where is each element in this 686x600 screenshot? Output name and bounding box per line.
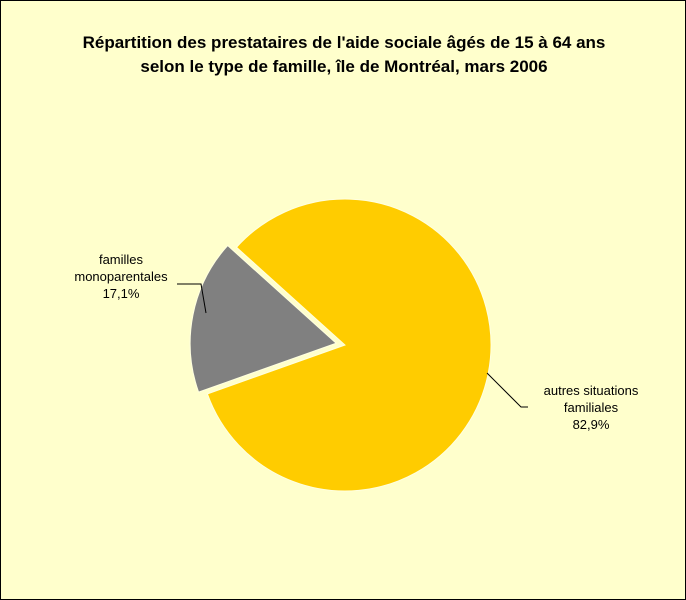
slice-label: autres situations familiales 82,9% bbox=[501, 382, 681, 433]
pie-slice bbox=[189, 244, 338, 393]
category-label: autres situations familiales bbox=[543, 383, 639, 415]
value-label: 17,1% bbox=[102, 286, 140, 301]
value-label: 82,9% bbox=[572, 417, 610, 432]
leader-line bbox=[177, 283, 207, 314]
category-label: familles monoparentales bbox=[74, 252, 168, 284]
chart-title: Répartition des prestataires de l'aide s… bbox=[82, 33, 606, 76]
pie-slice bbox=[206, 198, 492, 492]
leader-line bbox=[486, 372, 528, 408]
slice-label: familles monoparentales 17,1% bbox=[41, 251, 201, 302]
